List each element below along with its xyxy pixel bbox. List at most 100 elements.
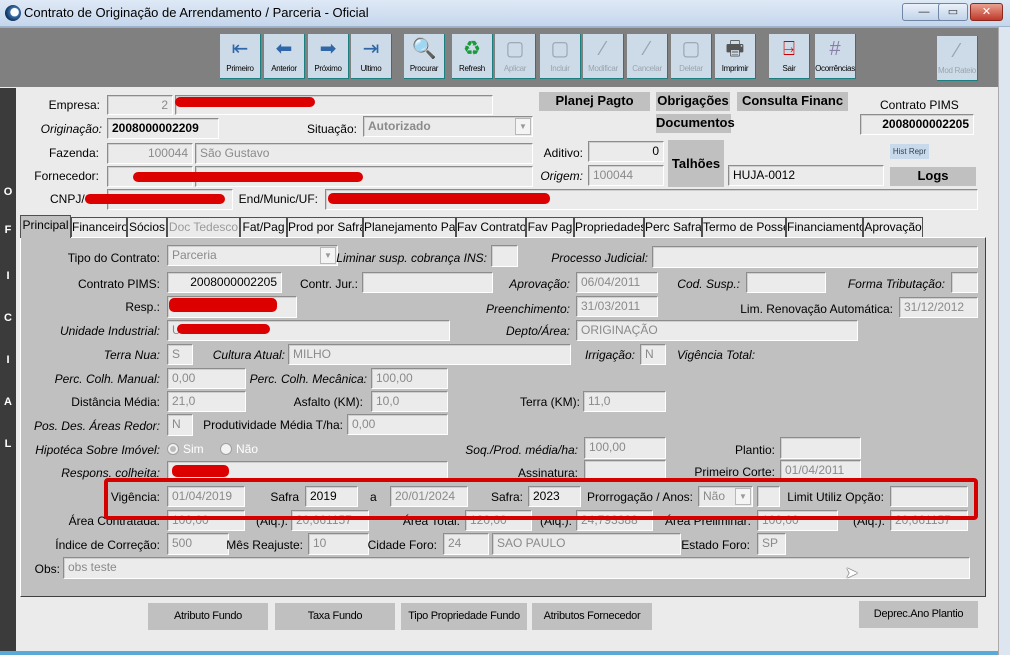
aprovacao-field[interactable]: 06/04/2011 (576, 272, 658, 293)
mes-reajuste-field[interactable]: 10 (308, 533, 369, 555)
hist-repr-button[interactable]: Hist Repr (890, 144, 929, 159)
planej-pagto-button[interactable]: Planej Pagto (539, 92, 650, 111)
tab-fav-contrato[interactable]: Fav Contrato (456, 217, 526, 237)
tab-financiamento[interactable]: Financiamento (786, 217, 863, 237)
bottom-button-atributos-fornecedor[interactable]: Atributos Fornecedor (532, 603, 652, 630)
documentos-button[interactable]: Documentos (656, 114, 735, 133)
hipoteca-nao-radio[interactable] (220, 443, 232, 455)
label: Primeiro Corte: (694, 465, 775, 479)
indice-correcao-field[interactable]: 500 (167, 533, 229, 555)
limit-utiliz-opcao-field[interactable] (890, 486, 968, 507)
toolbar-button-anterior[interactable]: ⬅ Anterior (264, 34, 305, 79)
tab-fav-pag[interactable]: Fav Pag (526, 217, 574, 237)
bottom-button-atributo-fundo[interactable]: Atributo Fundo (148, 603, 268, 630)
perc-colh-manual-field[interactable]: 0,00 (167, 368, 246, 389)
side-letter: L (4, 438, 12, 450)
label: Situação: (306, 122, 357, 136)
vigencia-inicio-field[interactable]: 01/04/2019 (167, 486, 245, 507)
cidade-foro-code-field[interactable]: 24 (443, 533, 489, 555)
bottom-button-tipo-propriedade-fundo[interactable]: Tipo Propriedade Fundo (401, 603, 527, 630)
maximize-button[interactable]: ▭ (938, 3, 968, 21)
contrato-pims-field[interactable]: 2008000002205 (860, 114, 974, 135)
irrigacao-field[interactable]: N (640, 344, 666, 365)
tab-termo-de-posse[interactable]: Termo de Posse (702, 217, 786, 237)
terra-km-field[interactable]: 11,0 (583, 391, 666, 412)
fazenda-code-field[interactable]: 100044 (107, 143, 193, 164)
talhao-field[interactable]: HUJA-0012 (728, 165, 884, 186)
tab-fat-pag[interactable]: Fat/Pag (240, 217, 287, 237)
toolbar-button-sair[interactable]: ⍈ Sair (769, 34, 810, 79)
tab-principal[interactable]: Principal (20, 215, 71, 238)
alq-preliminar-field[interactable]: 20,661157 (890, 510, 968, 531)
toolbar-button-label: Sair (782, 64, 796, 73)
toolbar-button-prximo[interactable]: ➡ Próximo (308, 34, 349, 79)
toolbar-button-procurar[interactable]: 🔍 Procurar (404, 34, 445, 79)
soq-prod-media-field[interactable]: 100,00 (584, 437, 666, 459)
liminar-field[interactable] (491, 245, 518, 267)
bottom-button-taxa-fundo[interactable]: Taxa Fundo (275, 603, 395, 630)
estado-foro-field[interactable]: SP (757, 533, 786, 555)
tab-propriedades[interactable]: Propriedades (574, 217, 644, 237)
area-contratada-field[interactable]: 100,00 (167, 510, 245, 531)
tab-prod-por-safra[interactable]: Prod por Safra (287, 217, 363, 237)
obs-field[interactable]: obs teste (63, 557, 970, 579)
originacao-field[interactable]: 2008000002209 (107, 118, 219, 139)
talhoes-button[interactable]: Talhões (668, 140, 724, 187)
distancia-media-field[interactable]: 21,0 (167, 391, 246, 412)
toolbar-button-refresh[interactable]: ♻ Refresh (452, 34, 493, 79)
prorrogacao-select[interactable]: Não ▼ (698, 486, 753, 507)
chevron-down-icon[interactable]: ▼ (320, 247, 336, 264)
chevron-down-icon[interactable]: ▼ (515, 118, 531, 135)
consulta-financ-button[interactable]: Consulta Financ (737, 92, 848, 111)
cod-susp-field[interactable] (746, 272, 826, 293)
fazenda-name-field[interactable]: São Gustavo (195, 143, 533, 164)
primeiro-corte-field[interactable]: 01/04/2011 (780, 460, 861, 481)
asfalto-field[interactable]: 10,0 (371, 391, 448, 412)
toolbar-button-ocorrncias[interactable]: # Ocorrências (815, 34, 856, 79)
toolbar-button-ultimo[interactable]: ⇥ Ultimo (351, 34, 392, 79)
empresa-code-field[interactable]: 2 (107, 95, 173, 115)
mod-rateio-icon: ⁄ (955, 40, 959, 62)
cultura-atual-field[interactable]: MILHO (288, 344, 571, 365)
pos-des-areas-field[interactable]: N (167, 414, 193, 436)
label: Irrigação: (584, 348, 635, 362)
processo-judicial-field[interactable] (652, 246, 978, 268)
tipo-contrato-select[interactable]: Parceria ▼ (167, 245, 338, 266)
hipoteca-sim-radio[interactable] (167, 443, 179, 455)
tab-planejamento-pag[interactable]: Planejamento Pag (363, 217, 456, 237)
vigencia-fim-field[interactable]: 20/01/2024 (390, 486, 468, 507)
plantio-field[interactable] (780, 437, 861, 459)
tab-aprova--o[interactable]: Aprovação (863, 217, 923, 237)
bottom-button-deprec-ano-plantio[interactable]: Deprec.Ano Plantio (859, 601, 978, 628)
contrato-pims-principal-field[interactable]: 2008000002205 (167, 272, 282, 293)
prorrogacao-anos-field[interactable] (757, 486, 780, 507)
depto-area-field[interactable]: ORIGINAÇÃO (576, 320, 858, 341)
produtividade-field[interactable]: 0,00 (347, 414, 448, 435)
toolbar-button-primeiro[interactable]: ⇤ Primeiro (220, 34, 261, 79)
tab-financeiro[interactable]: Financeiro (71, 217, 127, 237)
safra-fim-field[interactable]: 2023 (528, 486, 581, 507)
perc-colh-mecanica-field[interactable]: 100,00 (371, 368, 448, 389)
tab-perc-safra[interactable]: Perc Safra (644, 217, 702, 237)
obrigacoes-button[interactable]: Obrigações (656, 92, 730, 111)
label: Perc. Colh. Mecânica: (249, 372, 367, 386)
close-button[interactable]: ✕ (970, 3, 1003, 21)
label: Safra (270, 490, 299, 504)
chevron-down-icon[interactable]: ▼ (735, 488, 751, 505)
tab-doc-tedesco[interactable]: Doc Tedesco (167, 217, 240, 237)
toolbar-button-imprimir[interactable]: 🖶 Imprimir (715, 34, 756, 79)
origem-field[interactable]: 100044 (588, 165, 664, 186)
tab-s-cios[interactable]: Sócios (127, 217, 167, 237)
lim-renovacao-field[interactable]: 31/12/2012 (899, 297, 978, 318)
cidade-foro-field[interactable]: SAO PAULO (492, 533, 681, 555)
aditivo-field[interactable]: 0 (588, 141, 664, 162)
preenchimento-field[interactable]: 31/03/2011 (576, 296, 658, 317)
forma-tributacao-field[interactable] (951, 272, 978, 293)
logs-button[interactable]: Logs (890, 167, 976, 186)
contr-jur-field[interactable] (362, 272, 493, 293)
safra-inicio-field[interactable]: 2019 (305, 486, 358, 507)
situacao-select[interactable]: Autorizado ▼ (363, 116, 533, 137)
redaction (177, 324, 270, 334)
hipoteca-nao-label: Não (236, 442, 259, 456)
terra-nua-field[interactable]: S (167, 344, 193, 365)
